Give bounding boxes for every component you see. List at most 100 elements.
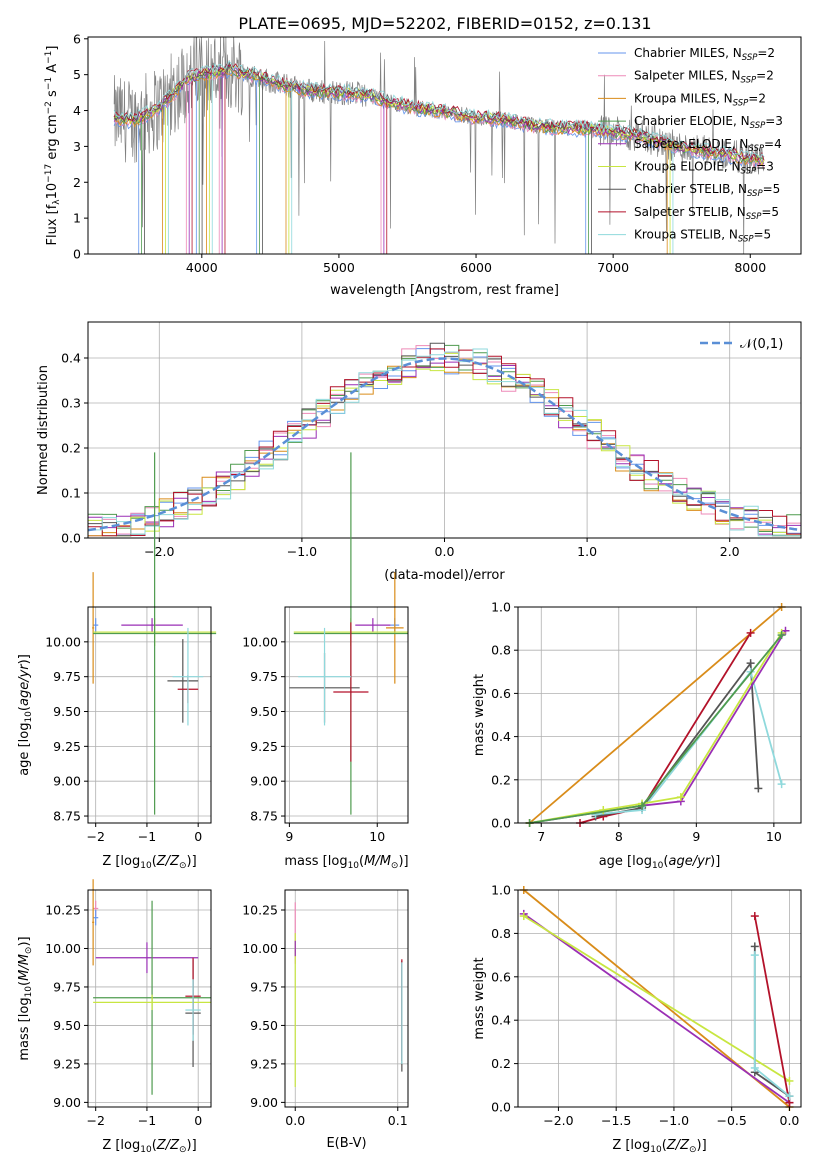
- legend-entry: 𝒩(0,1): [740, 337, 783, 352]
- x-axis-label: Z [log10(Z/Z⊙)]: [102, 1138, 196, 1155]
- mass_vs_ebv-axes: 0.0 0.1 9.00 9.25 9.50 9.75 10.00 10.25 E(B-V): [242, 889, 409, 1151]
- x-tick-label: 7: [537, 829, 545, 844]
- x-axis-label: (data-model)/error: [384, 568, 505, 583]
- y-label-sup: −1: [44, 77, 54, 90]
- label-part: age/yr: [668, 854, 711, 869]
- y-tick-label: 10.00: [242, 941, 278, 956]
- legend-text: =2: [748, 91, 766, 105]
- y-tick-label: 3: [73, 139, 81, 154]
- legend-text: =5: [761, 205, 779, 219]
- y-tick-label: 0.2: [491, 1056, 511, 1071]
- label-part: 10: [24, 711, 34, 723]
- x-tick-label: 0.0: [435, 544, 455, 559]
- label-part: 10: [652, 861, 664, 871]
- label-part: (: [662, 1138, 667, 1153]
- x-tick-label: 10: [369, 829, 385, 844]
- axes-frame: [517, 606, 802, 824]
- y-tick-label: 0.6: [491, 969, 511, 984]
- label-part: mass [log: [284, 854, 347, 869]
- spectrum-axes: 4000 5000 6000 7000 8000 0 1 2 3 4 5 6 wavelength [A…: [44, 31, 802, 298]
- legend-entry: Salpeter MILES, NSSP=2: [634, 69, 774, 86]
- label-part: 10: [348, 861, 360, 871]
- x-tick-label: 9: [285, 829, 293, 844]
- y-label-part: s: [45, 90, 60, 101]
- label-part: )]: [398, 854, 408, 869]
- label-part: age [log: [17, 723, 32, 776]
- x-tick-label: −1: [138, 1113, 156, 1128]
- y-tick-label: 0.0: [491, 1100, 511, 1115]
- label-part: ⊙: [179, 861, 187, 871]
- y-label-part: A: [45, 64, 60, 77]
- y-tick-label: 10.25: [45, 903, 81, 918]
- y-tick-label: 4: [73, 103, 81, 118]
- label-part: age [log: [599, 854, 652, 869]
- y-tick-label: 1: [73, 211, 81, 226]
- label-part: M/M: [364, 854, 391, 869]
- x-tick-label: −2.0: [144, 544, 174, 559]
- model-spectrum-line: [113, 60, 765, 160]
- spectrum-plot-area: [113, 37, 765, 254]
- label-part: Z/Z: [666, 1138, 690, 1153]
- axes-frame: [87, 36, 802, 255]
- x-tick-label: 1.0: [577, 544, 597, 559]
- x-tick-label: −1.5: [601, 1113, 631, 1128]
- y-tick-label: 9.50: [53, 704, 81, 719]
- x-tick-label: 8000: [734, 260, 766, 275]
- y-tick-label: 10.00: [45, 941, 81, 956]
- legend-text: =2: [757, 46, 775, 60]
- axes-frame: [284, 889, 409, 1108]
- mass-weight-line: [595, 669, 783, 816]
- legend-text: Salpeter ELODIE, N: [634, 137, 748, 151]
- y-tick-label: 0.0: [491, 816, 511, 831]
- legend-text: Kroupa STELIB, N: [634, 228, 738, 242]
- label-part: 10: [140, 861, 152, 871]
- x-axis-label: wavelength [Angstrom, rest frame]: [330, 283, 559, 298]
- legend-entry: Chabrier STELIB, NSSP=5: [634, 182, 780, 199]
- y-label-sup: −2: [44, 101, 54, 114]
- label-part: Z [log: [612, 1138, 650, 1153]
- y-tick-label: 0: [73, 247, 81, 262]
- label-part: ⊙: [391, 861, 399, 871]
- label-part: )]: [710, 854, 720, 869]
- legend-text: =2: [756, 69, 774, 83]
- y-tick-label: 9.00: [250, 774, 278, 789]
- y-tick-label: 1.0: [491, 600, 511, 615]
- x-axis-label: mass [log10(M/M⊙)]: [284, 854, 408, 871]
- x-tick-label: 2.0: [720, 544, 740, 559]
- y-axis-label: mass [log10(M/M⊙)]: [17, 936, 34, 1060]
- label-part: (: [152, 854, 157, 869]
- legend-text: Kroupa ELODIE, N: [634, 160, 741, 174]
- label-part: ⊙: [179, 1145, 187, 1155]
- legend-text: =5: [763, 182, 781, 196]
- y-tick-label: 9.50: [53, 1018, 81, 1033]
- legend-entry: Kroupa MILES, NSSP=2: [634, 91, 766, 108]
- label-part: ⊙: [24, 947, 34, 955]
- y-tick-label: 9.25: [250, 1056, 278, 1071]
- legend-entry: Chabrier ELODIE, NSSP=3: [634, 114, 783, 131]
- legend-text: Chabrier ELODIE, N: [634, 114, 750, 128]
- legend-sub: SSP: [733, 98, 749, 108]
- x-tick-label: −1: [138, 829, 156, 844]
- model-spectrum-line: [113, 63, 765, 161]
- legend-entry: Salpeter ELODIE, NSSP=4: [634, 137, 782, 154]
- label-part: mass [log: [17, 997, 32, 1060]
- axes-frame: [87, 606, 212, 824]
- y-tick-label: 9.75: [250, 979, 278, 994]
- axes-layer: 4000 5000 6000 7000 8000 0 1 2 3 4 5 6 wavelength [A…: [17, 31, 802, 1155]
- x-tick-label: 6000: [460, 260, 492, 275]
- y-tick-label: 10.00: [45, 634, 81, 649]
- legend-text: =3: [756, 160, 774, 174]
- label-part: 10: [24, 986, 34, 998]
- label-part: age/yr: [17, 663, 32, 706]
- legend-text: Chabrier MILES, N: [634, 46, 742, 60]
- x-tick-label: −2: [86, 1113, 104, 1128]
- x-tick-label: 0: [194, 1113, 202, 1128]
- x-tick-label: −1.0: [659, 1113, 689, 1128]
- y-axis-label: Flux [fλ10−17 erg cm−2 s−1 A−1]: [44, 46, 62, 246]
- y-label-sup: −17: [44, 164, 54, 183]
- y-tick-label: 9.25: [250, 739, 278, 754]
- x-tick-label: −2: [86, 829, 104, 844]
